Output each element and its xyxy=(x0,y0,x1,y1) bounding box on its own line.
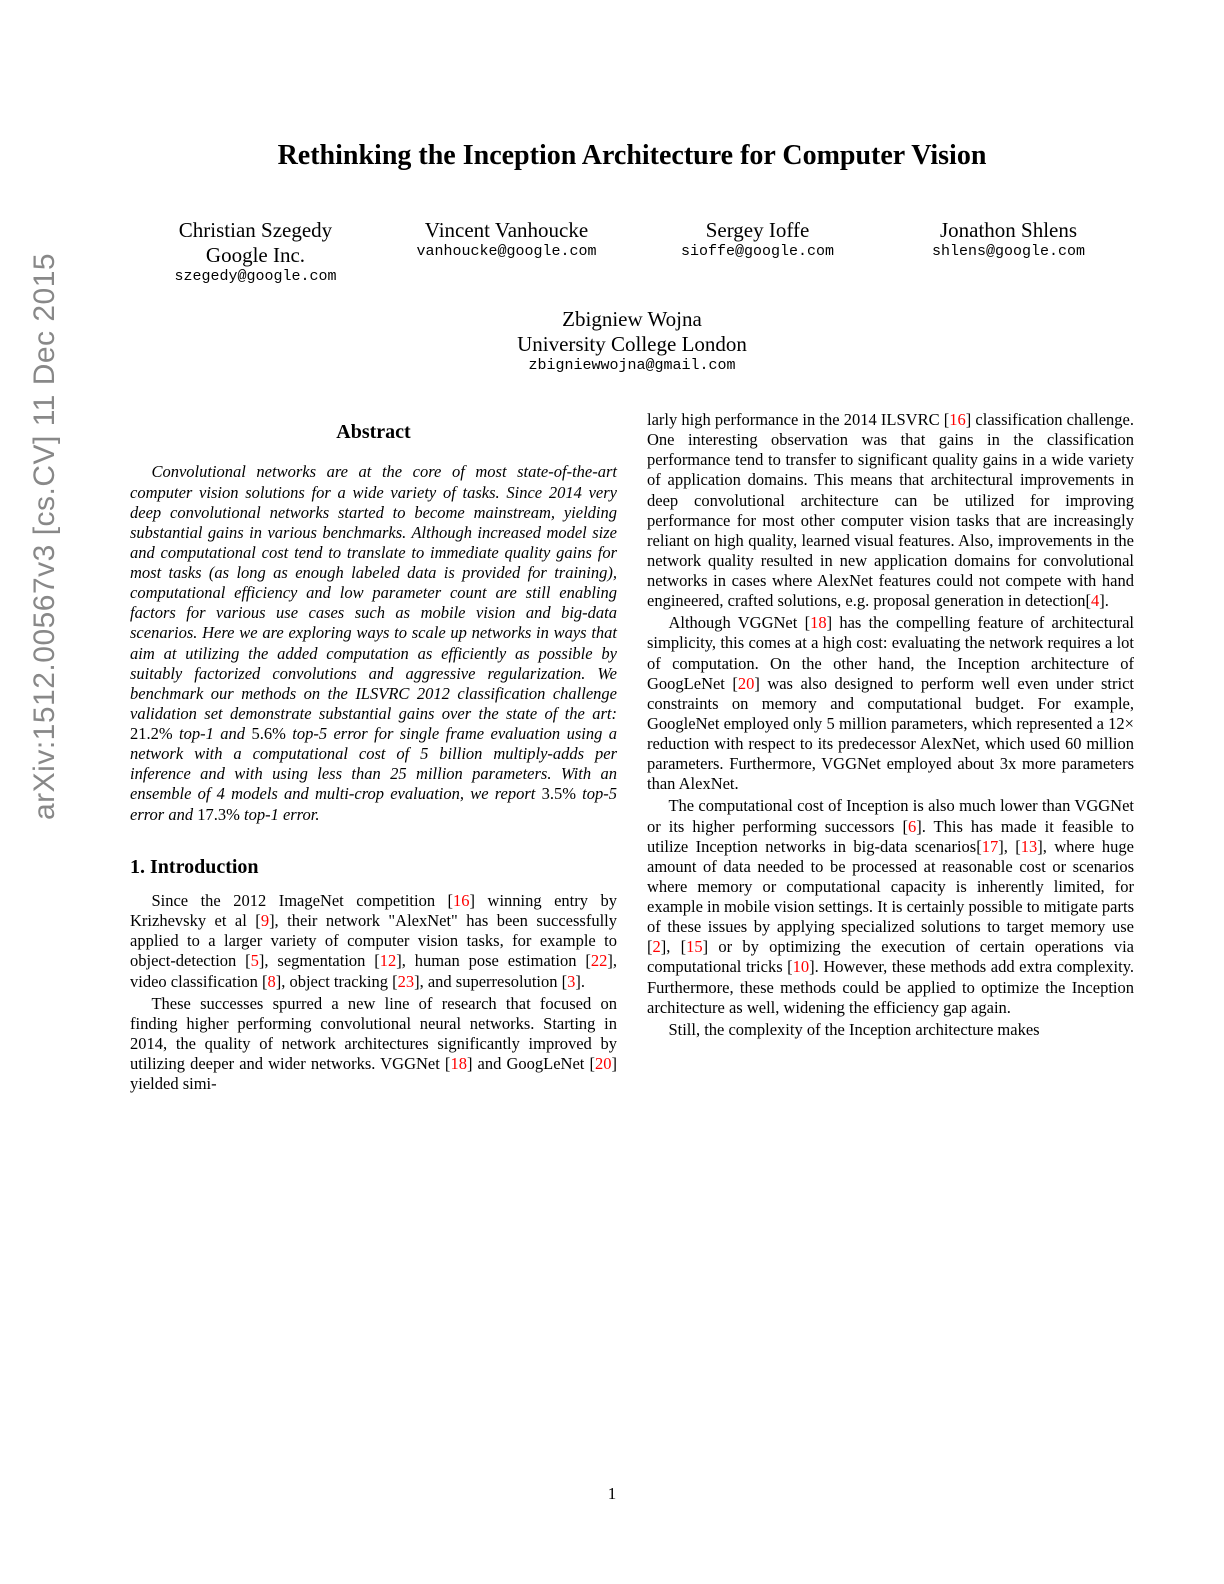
author-5: Zbigniew Wojna University College London… xyxy=(130,307,1134,374)
citation: 6 xyxy=(908,817,916,836)
author-email: shlens@google.com xyxy=(883,243,1134,260)
abstract-text: Convolutional networks are at the core o… xyxy=(130,462,617,824)
author-name: Vincent Vanhoucke xyxy=(381,218,632,243)
text-fragment: ] and GoogLeNet [ xyxy=(467,1054,595,1073)
text-fragment: larly high performance in the 2014 ILSVR… xyxy=(647,410,949,429)
author-affiliation: Google Inc. xyxy=(130,243,381,268)
right-paragraph-4: Still, the complexity of the Inception a… xyxy=(647,1020,1134,1040)
citation: 16 xyxy=(453,891,470,910)
author-email: zbigniewwojna@gmail.com xyxy=(130,357,1134,374)
author-email: szegedy@google.com xyxy=(130,268,381,285)
citation: 9 xyxy=(261,911,269,930)
citation: 2 xyxy=(653,937,661,956)
abstract-number: 21.2% xyxy=(130,724,173,743)
intro-paragraph-1: Since the 2012 ImageNet competition [16]… xyxy=(130,891,617,992)
citation: 20 xyxy=(595,1054,612,1073)
right-paragraph-1: larly high performance in the 2014 ILSVR… xyxy=(647,410,1134,611)
page-number: 1 xyxy=(0,1484,1224,1504)
abstract-fragment: top-1 error. xyxy=(240,805,320,824)
text-fragment: ], and superresolution [ xyxy=(414,972,567,991)
left-column: Abstract Convolutional networks are at t… xyxy=(130,410,617,1096)
text-fragment: ], [ xyxy=(998,837,1021,856)
arxiv-identifier: arXiv:1512.00567v3 [cs.CV] 11 Dec 2015 xyxy=(28,253,62,820)
abstract-number: 5.6% xyxy=(251,724,285,743)
right-paragraph-3: The computational cost of Inception is a… xyxy=(647,796,1134,1017)
paper-title: Rethinking the Inception Architecture fo… xyxy=(130,140,1134,172)
citation: 18 xyxy=(810,613,827,632)
author-email: vanhoucke@google.com xyxy=(381,243,632,260)
section-heading-intro: 1. Introduction xyxy=(130,855,617,879)
authors-row: Christian Szegedy Google Inc. szegedy@go… xyxy=(130,218,1134,285)
citation: 13 xyxy=(1021,837,1038,856)
author-email: sioffe@google.com xyxy=(632,243,883,260)
text-fragment: ]. xyxy=(575,972,585,991)
right-column: larly high performance in the 2014 ILSVR… xyxy=(647,410,1134,1096)
intro-paragraph-2: These successes spurred a new line of re… xyxy=(130,994,617,1095)
text-fragment: Since the 2012 ImageNet competition [ xyxy=(151,891,453,910)
author-2: Vincent Vanhoucke vanhoucke@google.com xyxy=(381,218,632,285)
citation: 23 xyxy=(398,972,415,991)
citation: 18 xyxy=(450,1054,467,1073)
citation: 8 xyxy=(267,972,275,991)
right-paragraph-2: Although VGGNet [18] has the compelling … xyxy=(647,613,1134,794)
author-1: Christian Szegedy Google Inc. szegedy@go… xyxy=(130,218,381,285)
page-content: Rethinking the Inception Architecture fo… xyxy=(130,140,1134,1096)
author-name: Jonathon Shlens xyxy=(883,218,1134,243)
text-fragment: ]. xyxy=(1099,591,1109,610)
author-4: Jonathon Shlens shlens@google.com xyxy=(883,218,1134,285)
author-name: Christian Szegedy xyxy=(130,218,381,243)
text-fragment: ], segmentation [ xyxy=(259,951,380,970)
citation: 10 xyxy=(793,957,810,976)
abstract-fragment: top-1 and xyxy=(173,724,252,743)
citation: 15 xyxy=(686,937,703,956)
author-name: Zbigniew Wojna xyxy=(130,307,1134,332)
text-fragment: ], human pose estimation [ xyxy=(396,951,591,970)
text-fragment: ], object tracking [ xyxy=(276,972,398,991)
citation: 16 xyxy=(949,410,966,429)
citation: 12 xyxy=(380,951,397,970)
two-column-layout: Abstract Convolutional networks are at t… xyxy=(130,410,1134,1096)
author-name: Sergey Ioffe xyxy=(632,218,883,243)
text-fragment: ] classification challenge. One interest… xyxy=(647,410,1134,610)
citation: 22 xyxy=(591,951,608,970)
abstract-heading: Abstract xyxy=(130,420,617,444)
abstract-number: 17.3% xyxy=(197,805,240,824)
author-affiliation: University College London xyxy=(130,332,1134,357)
abstract-number: 3.5% xyxy=(542,784,576,803)
citation: 4 xyxy=(1091,591,1099,610)
citation: 5 xyxy=(251,951,259,970)
author-3: Sergey Ioffe sioffe@google.com xyxy=(632,218,883,285)
text-fragment: ], [ xyxy=(661,937,686,956)
citation: 17 xyxy=(982,837,999,856)
text-fragment: Although VGGNet [ xyxy=(668,613,810,632)
citation: 20 xyxy=(738,674,755,693)
abstract-fragment: Convolutional networks are at the core o… xyxy=(130,462,617,723)
